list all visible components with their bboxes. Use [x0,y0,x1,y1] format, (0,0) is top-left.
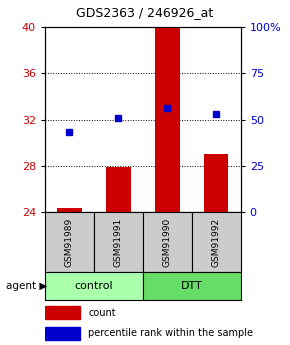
Bar [94,212,143,272]
Bar [143,212,192,272]
Text: GSM91992: GSM91992 [212,217,221,267]
Text: DTT: DTT [181,281,203,291]
Text: count: count [88,308,116,318]
Bar [155,27,180,212]
Bar [204,154,229,212]
Bar [45,212,94,272]
Bar [45,306,80,319]
Text: GSM91990: GSM91990 [163,217,172,267]
Bar [45,272,143,300]
Text: control: control [75,281,113,291]
Text: GSM91989: GSM91989 [65,217,74,267]
Bar [192,212,241,272]
Text: agent ▶: agent ▶ [6,281,47,291]
Text: GSM91991: GSM91991 [114,217,123,267]
Bar [106,167,130,212]
Bar [45,327,80,339]
Bar [143,272,241,300]
Text: GDS2363 / 246926_at: GDS2363 / 246926_at [76,6,214,19]
Text: percentile rank within the sample: percentile rank within the sample [88,328,253,338]
Bar [57,208,82,212]
